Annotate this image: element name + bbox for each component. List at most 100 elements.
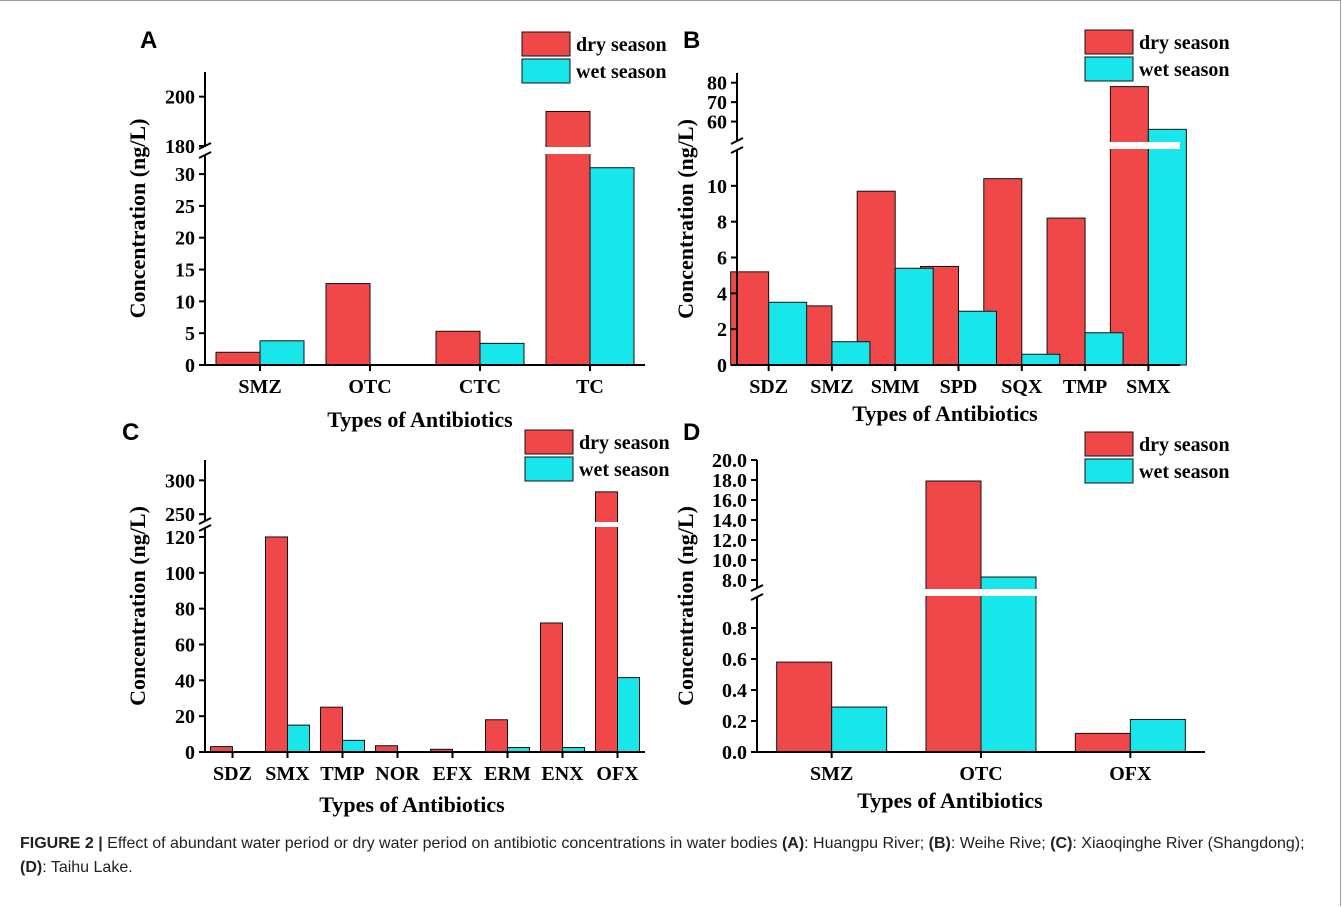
panel-d-xtick-label-ofx: OFX <box>1109 763 1152 785</box>
panel-a-bar-dry-otc <box>325 283 371 366</box>
panel-d-ytick-label-16: 16.0 <box>712 490 747 512</box>
panel-d-legend-label-dry: dry season <box>1139 434 1230 456</box>
panel-c-letter: C <box>122 419 139 446</box>
panel-c-xtick-label-ofx: OFX <box>596 763 639 785</box>
panel-b-bar-wet-sqx <box>1021 353 1061 366</box>
panel-a-ytick-label-20: 20 <box>175 228 195 250</box>
panel-d-ytick-label-0.4: 0.4 <box>722 680 747 702</box>
panel-c-break-gap <box>206 522 645 527</box>
panel-b-xtick-label-tmp: TMP <box>1063 376 1107 398</box>
panel-a-legend-swatch-dry <box>521 31 571 57</box>
panel-d-break-gap <box>758 589 1205 596</box>
panel-a-ytick-label-30: 30 <box>175 164 195 186</box>
caption-text: Effect of abundant water period or dry w… <box>102 835 782 852</box>
panel-b-legend-label-wet: wet season <box>1139 59 1230 81</box>
panel-a-ytick-label-10: 10 <box>175 291 195 313</box>
panel-c-bar-dry-tmp <box>320 706 343 753</box>
panel-b-break-mark-lower <box>730 146 744 154</box>
panel-c-ytick-label-60: 60 <box>175 634 195 656</box>
panel-b-bar-wet-smm <box>894 267 934 366</box>
panel-c-bar-wet-smx <box>287 724 310 753</box>
panel-c-legend-label-wet: wet season <box>579 459 670 481</box>
panel-c-ytick-label-120: 120 <box>165 527 195 549</box>
panel-c-y-axis-title: Concentration (ng/L) <box>125 506 150 706</box>
panel-c-x-axis-title: Types of Antibiotics <box>319 792 505 817</box>
panel-b-letter: B <box>683 27 700 54</box>
panel-a-ytick-label-200: 200 <box>165 87 195 109</box>
caption-label: FIGURE 2 | <box>20 835 103 852</box>
panel-b-y-axis-title: Concentration (ng/L) <box>673 119 698 319</box>
panel-a-ytick-label-15: 15 <box>175 260 195 282</box>
caption-ref-d: (D) <box>20 859 43 876</box>
panel-b-ytick-label-8: 8 <box>717 212 727 234</box>
panel-d-ytick-label-10: 10.0 <box>712 550 747 572</box>
panel-b-xtick-label-smm: SMM <box>871 376 920 398</box>
caption-text-d: : Taihu Lake. <box>42 859 133 876</box>
panel-b-break-gap <box>738 142 1180 149</box>
caption-ref-b: (B) <box>928 835 951 852</box>
panel-d-ytick-label-8: 8.0 <box>722 570 747 592</box>
panel-c-bar-dry-erm <box>485 719 508 753</box>
panel-a-y-axis-title: Concentration (ng/L) <box>125 119 150 319</box>
caption-text-b: : Weihe Rive; <box>950 835 1051 852</box>
panel-c-legend-label-dry: dry season <box>579 432 670 454</box>
panel-b-bar-wet-smz <box>831 341 871 366</box>
panel-b-xtick-label-spd: SPD <box>940 376 978 398</box>
panel-b-xtick-label-sdz: SDZ <box>749 376 788 398</box>
panel-d-bar-dry-ofx <box>1074 732 1131 753</box>
panel-b-bar-wet-tmp <box>1084 332 1124 366</box>
panel-d-ytick-label-0: 0.0 <box>722 742 747 764</box>
panel-d-break-mark-upper <box>750 584 764 592</box>
panel-c-ytick-label-300: 300 <box>165 470 195 492</box>
panel-d-legend-swatch-wet <box>1084 458 1134 484</box>
panel-a-ytick-label-25: 25 <box>175 196 195 218</box>
panel-b-ytick-label-60: 60 <box>707 112 727 134</box>
panel-c-bar-wet-ofx <box>617 677 640 753</box>
panel-a-break-mark-lower <box>198 151 212 159</box>
panel-a-ytick-label-5: 5 <box>185 323 195 345</box>
panel-a-bar-wet-smz <box>259 340 305 366</box>
panel-b-legend-label-dry: dry season <box>1139 32 1230 54</box>
panel-b-bar-dry-smx <box>1109 86 1149 366</box>
panel-d-y-axis-title: Concentration (ng/L) <box>673 506 698 706</box>
panel-b-ytick-label-0: 0 <box>717 355 727 377</box>
panel-d-ytick-label-0.8: 0.8 <box>722 618 747 640</box>
panel-c-xtick-label-tmp: TMP <box>320 763 364 785</box>
panel-b-legend-swatch-wet <box>1084 56 1134 82</box>
panel-c-bar-wet-tmp <box>342 739 365 753</box>
panel-c-ytick-label-250: 250 <box>165 504 195 526</box>
panel-a-bar-dry-smz <box>215 351 261 366</box>
panel-b-bar-dry-tmp <box>1046 217 1086 366</box>
panel-d-legend-label-wet: wet season <box>1139 461 1230 483</box>
panel-d-ytick-label-12: 12.0 <box>712 530 747 552</box>
panel-d-bar-dry-smz <box>776 661 833 753</box>
panel-b-ytick-label-10: 10 <box>707 176 727 198</box>
panel-a-xtick-label-ctc: CTC <box>459 376 501 398</box>
panel-b-xtick-label-sqx: SQX <box>1001 376 1043 398</box>
panel-d-letter: D <box>683 419 700 446</box>
panel-d-ytick-label-0.6: 0.6 <box>722 649 747 671</box>
panel-a-xtick-label-tc: TC <box>576 376 604 398</box>
panel-d-ytick-label-20: 20.0 <box>712 450 747 472</box>
panel-a-x-axis-title: Types of Antibiotics <box>327 407 513 432</box>
panel-a-bar-dry-ctc <box>435 330 481 366</box>
panel-b-bar-wet-sdz <box>768 301 808 366</box>
panel-b-ytick-label-80: 80 <box>707 73 727 95</box>
panel-c-ytick-label-20: 20 <box>175 706 195 728</box>
panel-b-x-axis-title: Types of Antibiotics <box>852 401 1038 426</box>
panel-a-break-gap <box>206 147 645 154</box>
panel-b-xtick-label-smx: SMX <box>1126 376 1171 398</box>
panel-c-bar-dry-enx <box>540 622 563 753</box>
panel-b-xtick-label-smz: SMZ <box>810 376 853 398</box>
panel-b-ytick-label-2: 2 <box>717 319 727 341</box>
panel-d-legend-swatch-dry <box>1084 431 1134 457</box>
panel-c-legend-swatch-wet <box>524 456 574 482</box>
panel-b-ytick-label-70: 70 <box>707 92 727 114</box>
panel-c-ytick-label-40: 40 <box>175 670 195 692</box>
panel-d-bar-wet-smz <box>831 706 888 753</box>
panel-c-xtick-label-efx: EFX <box>433 763 474 785</box>
panel-c-break-mark-lower <box>198 524 212 532</box>
panel-c-xtick-label-erm: ERM <box>484 763 531 785</box>
panel-d-xtick-label-otc: OTC <box>959 763 1002 785</box>
